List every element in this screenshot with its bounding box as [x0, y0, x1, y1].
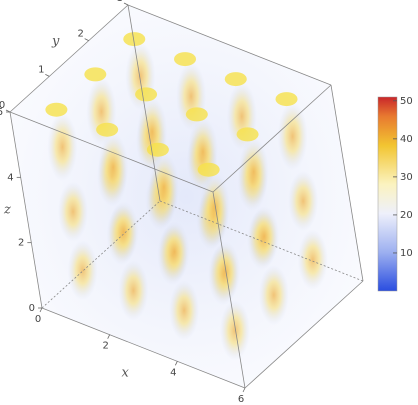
x-tick — [174, 361, 178, 366]
density-cap — [197, 162, 220, 177]
box-edge — [244, 280, 364, 389]
density-cap — [174, 52, 197, 67]
box-edge — [9, 4, 129, 113]
y-axis-label: y — [51, 34, 60, 49]
box-edge — [9, 111, 43, 309]
colorbar-tick-label: 50 — [400, 96, 413, 107]
x-tick-label: 6 — [238, 394, 244, 405]
y-tick-label: 2 — [77, 29, 83, 40]
x-tick-label: 4 — [170, 367, 176, 378]
density-blob — [98, 132, 129, 201]
z-tick-label: 2 — [18, 238, 24, 249]
colorbar-tick-label: 30 — [400, 172, 413, 183]
box-edge — [41, 200, 161, 309]
y-tick — [45, 73, 50, 77]
x-tick — [39, 307, 43, 313]
density-cap — [275, 92, 298, 107]
z-tick-label: 0 — [29, 303, 35, 314]
y-tick-label: 0 — [0, 100, 5, 111]
x-tick — [242, 387, 246, 393]
box-edge — [41, 307, 246, 389]
density-cap — [84, 67, 107, 82]
density-blob — [67, 240, 98, 301]
colorbar-tick-label: 20 — [400, 210, 413, 221]
box-edge — [330, 84, 364, 282]
density-blob — [210, 241, 241, 302]
box-edge — [127, 4, 332, 86]
density-cap — [236, 127, 259, 142]
z-axis-label: z — [3, 203, 11, 218]
density-blob — [219, 300, 250, 361]
density-cap — [146, 142, 169, 157]
density-cap — [96, 122, 119, 137]
colorbar — [377, 96, 398, 292]
density-blob — [288, 170, 319, 231]
y-tick — [123, 2, 129, 6]
density-blob — [277, 102, 308, 171]
box-edge — [212, 191, 246, 389]
y-tick-label: 1 — [38, 64, 44, 75]
density-blob — [58, 181, 89, 242]
density-blob — [297, 229, 328, 290]
colorbar-tick-label: 40 — [400, 134, 413, 145]
box-edge — [9, 111, 214, 193]
x-tick-label: 0 — [35, 314, 41, 325]
density-cap — [135, 87, 158, 102]
x-tick — [107, 334, 111, 339]
volume — [10, 5, 363, 388]
density-cap — [123, 32, 146, 47]
density-cap — [185, 107, 208, 122]
x-tick-label: 2 — [102, 341, 108, 352]
y-tick — [84, 38, 89, 42]
colorbar-tick-label: 10 — [400, 248, 413, 259]
density-blob — [118, 260, 149, 321]
x-axis-label: x — [122, 366, 130, 381]
density-blob — [199, 172, 230, 241]
density-cap — [224, 72, 247, 87]
density-blob — [249, 206, 280, 267]
box-edge — [127, 4, 161, 202]
density-blob — [258, 265, 289, 326]
box-edge — [159, 200, 364, 282]
density-blob — [169, 280, 200, 341]
y-tick-label: 3 — [117, 0, 123, 4]
density-blob — [238, 137, 269, 206]
z-tick-label: 4 — [7, 172, 13, 183]
z-tick-label: 6 — [0, 107, 3, 118]
density-blob — [159, 221, 190, 282]
axes: 024601230246xyz — [0, 0, 364, 405]
density-blob — [108, 201, 139, 262]
box-edge — [212, 84, 332, 193]
density-cap — [45, 102, 68, 117]
density-blob — [47, 112, 78, 181]
